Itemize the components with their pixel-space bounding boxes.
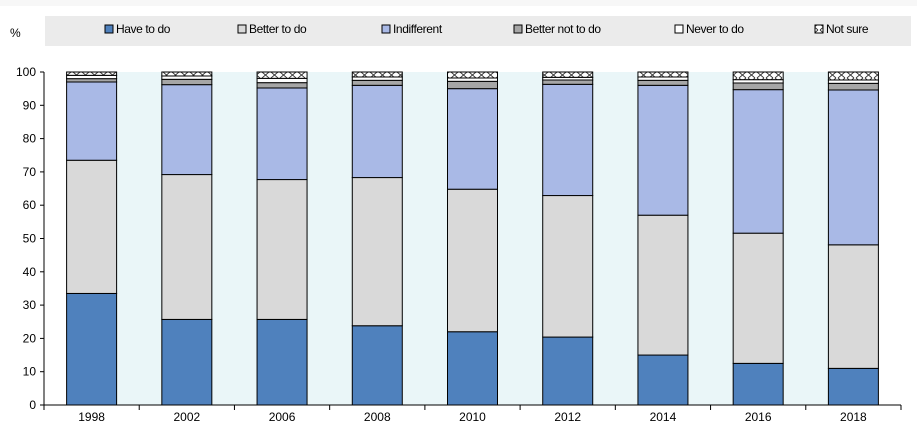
legend-background — [45, 16, 911, 46]
y-tick-label: 70 — [23, 165, 37, 179]
bar-segment — [447, 331, 498, 406]
bar-segment — [542, 195, 594, 338]
bar-segment — [542, 83, 594, 197]
y-tick-label: 30 — [23, 298, 37, 312]
bar-segment — [351, 325, 403, 406]
y-tick-label: 100 — [16, 65, 36, 79]
y-axis: 0 10 20 30 40 50 60 70 80 90 100 — [16, 65, 45, 412]
bar-segment — [351, 71, 403, 78]
legend-label-2: Better to do — [249, 22, 307, 36]
legend-label-5: Never to do — [686, 22, 744, 36]
x-tick-label: 2016 — [745, 410, 772, 424]
legend: Have to do Better to do Indifferent Better … — [104, 22, 869, 36]
column-gap-panel — [307, 72, 353, 405]
column-gap-panel — [116, 72, 162, 405]
bar-segment — [542, 336, 594, 406]
bar-segment — [447, 80, 498, 90]
bar-segment — [256, 318, 308, 406]
y-tick-label: 20 — [23, 331, 37, 345]
legend-swatch-5 — [674, 24, 684, 34]
column-gap-panel — [592, 72, 638, 405]
bar-segment — [637, 354, 689, 406]
bar-segment — [827, 244, 879, 369]
bar-segment — [542, 71, 594, 78]
legend-swatch-6 — [814, 24, 824, 34]
bar-segment — [161, 71, 213, 77]
bar-segment — [66, 159, 118, 294]
bar-segment — [447, 88, 498, 190]
bar-segment — [256, 82, 308, 89]
legend-swatch-2 — [237, 24, 247, 34]
bar-segment — [827, 71, 879, 81]
bar-segment — [161, 174, 213, 320]
legend-swatch-3 — [381, 24, 391, 34]
bar-segment — [256, 179, 308, 320]
legend-label-1: Have to do — [116, 22, 171, 36]
bar-segment — [447, 71, 498, 79]
bar-segment — [827, 89, 879, 246]
legend-swatch-1 — [104, 24, 114, 34]
y-tick-label: 40 — [23, 265, 37, 279]
bar-segment — [351, 79, 403, 86]
x-tick-label: 2014 — [650, 410, 677, 424]
x-tick-label: 2008 — [364, 410, 391, 424]
x-axis: 1998 2002 2006 2008 2010 2012 2014 2016 2018 — [43, 404, 902, 424]
bars — [66, 71, 879, 406]
bar-segment — [66, 71, 118, 76]
legend-label-4: Better not to do — [525, 22, 601, 36]
top-strip — [0, 0, 917, 6]
legend-label-3: Indifferent — [393, 22, 443, 36]
column-gap-panel — [783, 72, 829, 405]
column-gap-panel — [497, 72, 543, 405]
bar-segment — [637, 84, 689, 216]
y-tick-label: 60 — [23, 198, 37, 212]
bar-segment — [732, 232, 784, 364]
bar-segment — [66, 292, 118, 406]
bar-segment — [351, 84, 403, 179]
bar-segment — [161, 78, 213, 86]
x-tick-label: 2018 — [840, 410, 867, 424]
bar-segment — [827, 367, 879, 406]
bar-segment — [542, 79, 594, 85]
bar-segment — [161, 318, 213, 406]
bar-segment — [732, 71, 784, 81]
bar-segment — [827, 82, 879, 91]
column-gap-panel — [402, 72, 448, 405]
column-gap-panel — [211, 72, 258, 405]
x-tick-label: 2006 — [269, 410, 296, 424]
bar-segment — [637, 79, 689, 86]
y-tick-label: 90 — [23, 98, 37, 112]
bar-segment — [66, 81, 118, 161]
x-tick-label: 1998 — [78, 410, 105, 424]
y-tick-label: 0 — [29, 398, 36, 412]
bar-segment — [732, 89, 784, 234]
bar-segment — [256, 77, 308, 84]
bar-segment — [732, 362, 784, 406]
y-tick-label: 80 — [23, 132, 37, 146]
column-panels — [116, 72, 829, 405]
bar-segment — [161, 84, 213, 176]
bar-segment — [637, 71, 689, 78]
y-axis-label: % — [10, 26, 21, 40]
x-tick-label: 2010 — [459, 410, 486, 424]
y-tick-label: 50 — [23, 232, 37, 246]
bar-segment — [732, 82, 784, 91]
column-gap-panel — [687, 72, 734, 405]
bar-segment — [256, 71, 308, 79]
legend-label-6: Not sure — [826, 22, 869, 36]
bar-segment — [637, 214, 689, 356]
x-tick-label: 2012 — [554, 410, 581, 424]
bar-segment — [351, 177, 403, 327]
bar-segment — [256, 87, 308, 181]
x-tick-label: 2002 — [173, 410, 200, 424]
bar-segment — [447, 188, 498, 333]
legend-swatch-4 — [513, 24, 523, 34]
y-tick-label: 10 — [23, 365, 37, 379]
